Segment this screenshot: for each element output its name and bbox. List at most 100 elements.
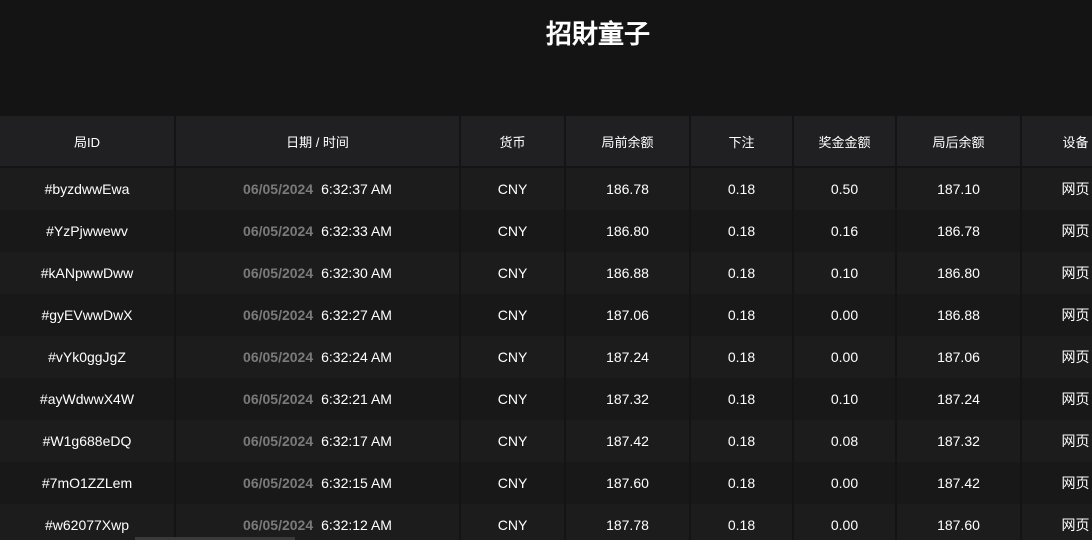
datetime-cell: 06/05/2024 6:32:37 AM <box>175 167 461 210</box>
datetime-cell: 06/05/2024 6:32:33 AM <box>175 210 461 252</box>
bet: 0.18 <box>690 420 794 462</box>
win-amount: 0.08 <box>793 420 897 462</box>
win-amount: 0.00 <box>793 294 897 336</box>
round-id[interactable]: #7mO1ZZLem <box>0 462 176 504</box>
currency: CNY <box>460 378 566 420</box>
bet: 0.18 <box>690 504 794 540</box>
datetime-cell: 06/05/2024 6:32:17 AM <box>175 420 461 462</box>
win-amount: 0.00 <box>793 336 897 378</box>
balance-after: 187.24 <box>896 378 1022 420</box>
datetime-cell: 06/05/2024 6:32:27 AM <box>175 294 461 336</box>
bet: 0.18 <box>690 167 794 210</box>
balance-before: 187.06 <box>565 294 691 336</box>
device: 网页 <box>1021 336 1092 378</box>
time: 6:32:30 AM <box>321 265 392 281</box>
table-row[interactable]: #ayWdwwX4W 06/05/2024 6:32:21 AM CNY 187.32 0… <box>0 378 1092 420</box>
balance-before: 187.60 <box>565 462 691 504</box>
balance-before: 186.88 <box>565 252 691 294</box>
bet-history-table: 局ID 日期 / 时间 货币 局前余额 下注 奖金金额 局后余额 设备 #byz… <box>0 116 1092 540</box>
time: 6:32:27 AM <box>321 307 392 323</box>
device: 网页 <box>1021 504 1092 540</box>
column-header-currency: 货币 <box>460 116 566 168</box>
datetime-cell: 06/05/2024 6:32:24 AM <box>175 336 461 378</box>
time: 6:32:33 AM <box>321 223 392 239</box>
column-header-bet: 下注 <box>690 116 794 168</box>
balance-after: 187.60 <box>896 504 1022 540</box>
currency: CNY <box>460 252 566 294</box>
horizontal-scrollbar[interactable] <box>135 537 295 540</box>
date: 06/05/2024 <box>243 307 314 323</box>
currency: CNY <box>460 504 566 540</box>
bet: 0.18 <box>690 336 794 378</box>
table-row[interactable]: #gyEVwwDwX 06/05/2024 6:32:27 AM CNY 187.06 0… <box>0 294 1092 336</box>
round-id[interactable]: #kANpwwDww <box>0 252 176 294</box>
round-id[interactable]: #w62077Xwp <box>0 504 176 540</box>
device: 网页 <box>1021 462 1092 504</box>
table-row[interactable]: #7mO1ZZLem 06/05/2024 6:32:15 AM CNY 187.60 0… <box>0 462 1092 504</box>
column-header-round-id: 局ID <box>0 116 176 168</box>
bet: 0.18 <box>690 294 794 336</box>
round-id[interactable]: #gyEVwwDwX <box>0 294 176 336</box>
currency: CNY <box>460 294 566 336</box>
table-row[interactable]: #byzdwwEwa 06/05/2024 6:32:37 AM CNY 186.78 0… <box>0 167 1092 210</box>
device: 网页 <box>1021 252 1092 294</box>
date: 06/05/2024 <box>243 181 314 197</box>
device: 网页 <box>1021 167 1092 210</box>
currency: CNY <box>460 167 566 210</box>
table-row[interactable]: #kANpwwDww 06/05/2024 6:32:30 AM CNY 186.88 0… <box>0 252 1092 294</box>
column-header-datetime: 日期 / 时间 <box>175 116 461 168</box>
table-row[interactable]: #vYk0ggJgZ 06/05/2024 6:32:24 AM CNY 187.24 0… <box>0 336 1092 378</box>
date: 06/05/2024 <box>243 475 314 491</box>
datetime-cell: 06/05/2024 6:32:15 AM <box>175 462 461 504</box>
balance-before: 187.32 <box>565 378 691 420</box>
balance-before: 186.80 <box>565 210 691 252</box>
balance-after: 187.42 <box>896 462 1022 504</box>
balance-after: 186.80 <box>896 252 1022 294</box>
currency: CNY <box>460 462 566 504</box>
bet: 0.18 <box>690 378 794 420</box>
device: 网页 <box>1021 420 1092 462</box>
win-amount: 0.16 <box>793 210 897 252</box>
column-header-balance-before: 局前余额 <box>565 116 691 168</box>
round-id[interactable]: #W1g688eDQ <box>0 420 176 462</box>
time: 6:32:12 AM <box>321 517 392 533</box>
time: 6:32:21 AM <box>321 391 392 407</box>
device: 网页 <box>1021 210 1092 252</box>
time: 6:32:15 AM <box>321 475 392 491</box>
date: 06/05/2024 <box>243 349 314 365</box>
time: 6:32:24 AM <box>321 349 392 365</box>
datetime-cell: 06/05/2024 6:32:21 AM <box>175 378 461 420</box>
win-amount: 0.10 <box>793 378 897 420</box>
balance-before: 187.78 <box>565 504 691 540</box>
round-id[interactable]: #vYk0ggJgZ <box>0 336 176 378</box>
bet: 0.18 <box>690 252 794 294</box>
currency: CNY <box>460 420 566 462</box>
balance-after: 187.32 <box>896 420 1022 462</box>
balance-after: 187.06 <box>896 336 1022 378</box>
column-header-win: 奖金金额 <box>793 116 897 168</box>
column-header-balance-after: 局后余额 <box>896 116 1022 168</box>
balance-after: 186.88 <box>896 294 1022 336</box>
table-row[interactable]: #YzPjwwewv 06/05/2024 6:32:33 AM CNY 186.80 0… <box>0 210 1092 252</box>
table-row[interactable]: #w62077Xwp 06/05/2024 6:32:12 AM CNY 187.78 0… <box>0 504 1092 540</box>
round-id[interactable]: #ayWdwwX4W <box>0 378 176 420</box>
balance-after: 187.10 <box>896 167 1022 210</box>
round-id[interactable]: #byzdwwEwa <box>0 167 176 210</box>
column-header-device: 设备 <box>1021 116 1092 168</box>
date: 06/05/2024 <box>243 517 314 533</box>
date: 06/05/2024 <box>243 223 314 239</box>
date: 06/05/2024 <box>243 391 314 407</box>
device: 网页 <box>1021 294 1092 336</box>
bet: 0.18 <box>690 210 794 252</box>
round-id[interactable]: #YzPjwwewv <box>0 210 176 252</box>
bet: 0.18 <box>690 462 794 504</box>
balance-before: 187.24 <box>565 336 691 378</box>
balance-after: 186.78 <box>896 210 1022 252</box>
balance-before: 187.42 <box>565 420 691 462</box>
page-title: 招財童子 <box>545 19 650 49</box>
table-row[interactable]: #W1g688eDQ 06/05/2024 6:32:17 AM CNY 187.42 0… <box>0 420 1092 462</box>
table-header-row: 局ID 日期 / 时间 货币 局前余额 下注 奖金金额 局后余额 设备 <box>0 116 1092 168</box>
datetime-cell: 06/05/2024 6:32:12 AM <box>175 504 461 540</box>
balance-before: 186.78 <box>565 167 691 210</box>
datetime-cell: 06/05/2024 6:32:30 AM <box>175 252 461 294</box>
